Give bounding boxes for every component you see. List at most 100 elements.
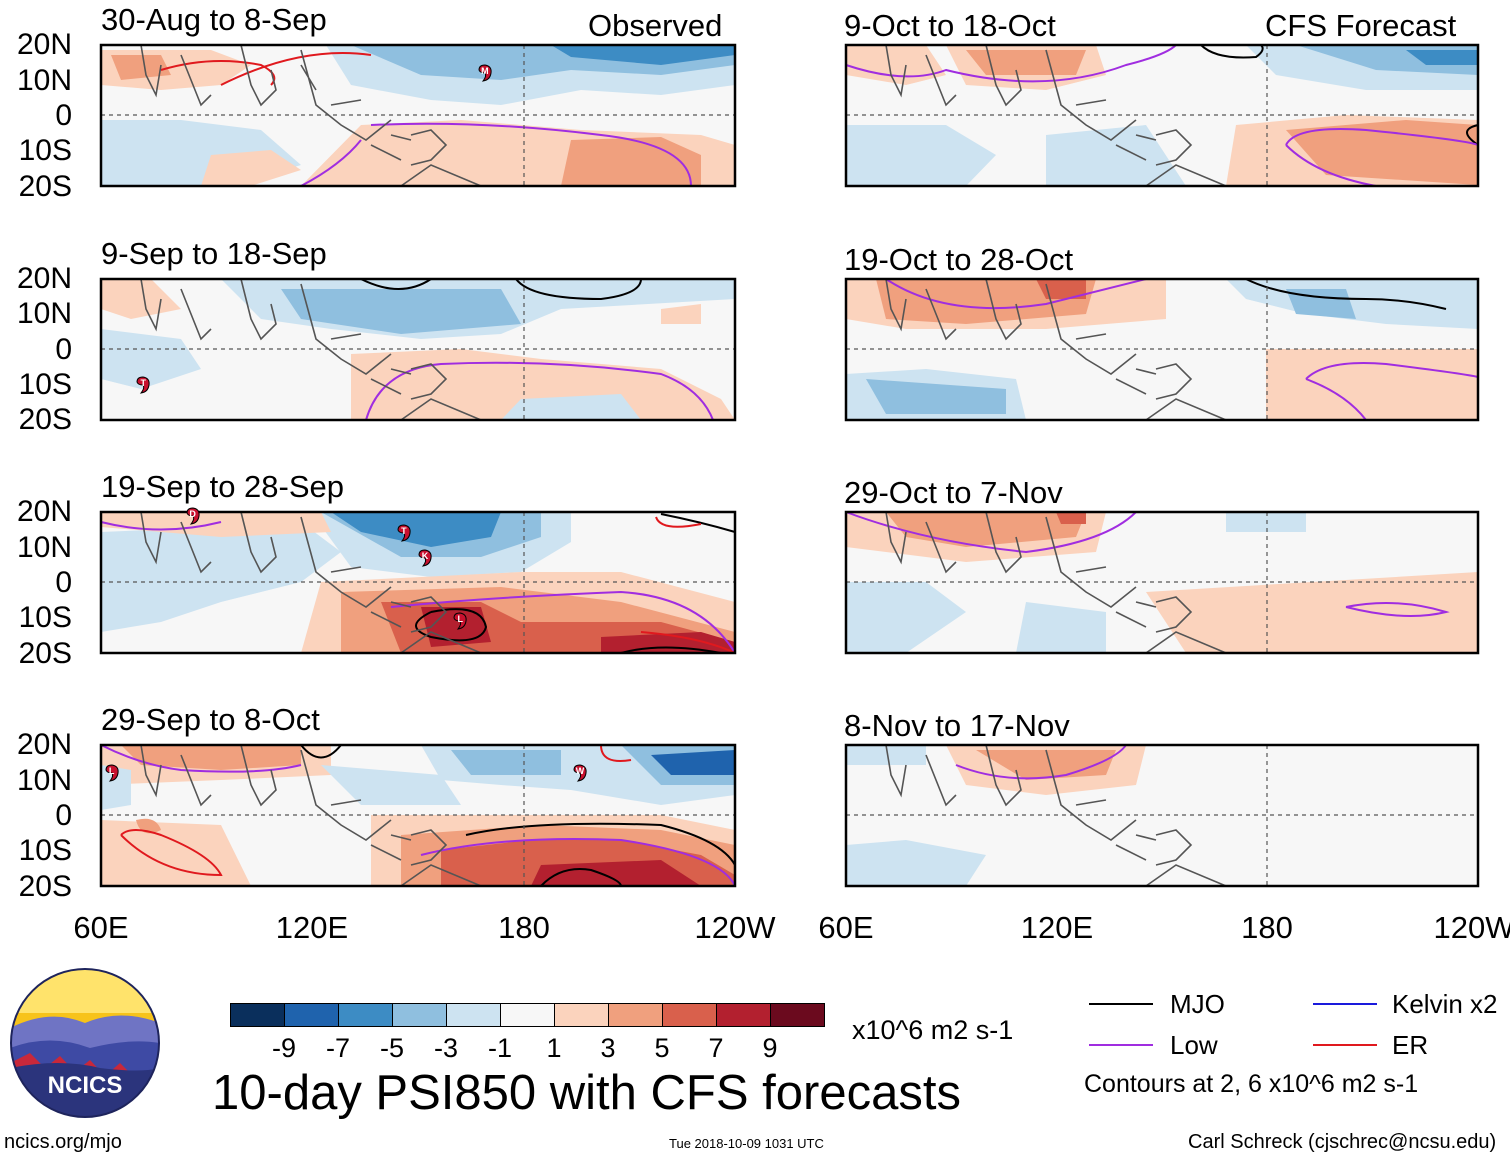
colorbar-swatch [284, 1003, 339, 1027]
y-label: 20S [18, 637, 72, 670]
y-label: 0 [55, 333, 72, 366]
y-label: 10N [16, 64, 72, 97]
legend-line-mjo [1089, 1003, 1153, 1005]
coastline [885, 511, 1227, 654]
panel-title-obs-2: 9-Sep to 18-Sep [101, 236, 327, 271]
panel-title-fcst-2: 19-Oct to 28-Oct [844, 242, 1074, 277]
coastline [140, 44, 482, 187]
map-panel-fcst-2 [844, 277, 1480, 422]
y-label: 20S [18, 403, 72, 436]
colorbar-swatch [554, 1003, 609, 1027]
panel-title-obs-1: 30-Aug to 8-Sep [101, 2, 327, 37]
storm-marker-letter: W [575, 766, 585, 777]
colorbar-swatch [500, 1003, 555, 1027]
observed-label: Observed [588, 8, 723, 43]
legend-line-kelvin [1313, 1003, 1377, 1005]
coastline [140, 744, 482, 887]
storm-marker-icon: T [396, 524, 412, 542]
y-label: 20N [16, 728, 72, 761]
colorbar-tick-label: 9 [762, 1033, 778, 1063]
coastline [140, 278, 482, 421]
y-label: 0 [55, 566, 72, 599]
x-label: 180 [1241, 910, 1293, 945]
y-label: 10S [18, 601, 72, 634]
map-panel-obs-2 [99, 277, 737, 422]
storm-marker-icon: W [572, 764, 588, 782]
coastline [140, 511, 482, 654]
y-label: 20N [16, 495, 72, 528]
legend-label-mjo: MJO [1170, 989, 1225, 1019]
colorbar-swatch [338, 1003, 393, 1027]
coastline [885, 278, 1227, 421]
panel-title-fcst-1: 9-Oct to 18-Oct [844, 8, 1056, 43]
storm-marker-icon: D [185, 507, 201, 525]
panel-title-fcst-3: 29-Oct to 7-Nov [844, 475, 1063, 510]
legend-label-er: ER [1392, 1030, 1429, 1060]
footer-url[interactable]: ncics.org/mjo [4, 1131, 122, 1153]
colorbar-tick-label: -9 [271, 1033, 297, 1063]
colorbar-tick-label: 5 [654, 1033, 670, 1063]
colorbar-tick-label: -7 [325, 1033, 351, 1063]
x-label: 120E [275, 910, 349, 945]
y-label: 20N [16, 262, 72, 295]
colorbar-tick-label: -5 [379, 1033, 405, 1063]
colorbar-swatch [230, 1003, 285, 1027]
colorbar-tick-label: 1 [546, 1033, 562, 1063]
map-panel-obs-4 [99, 743, 737, 888]
storm-marker-icon: L [452, 612, 468, 630]
map-panel-fcst-4 [844, 743, 1480, 888]
colorbar-units: x10^6 m2 s-1 [852, 1015, 1014, 1045]
y-label: 20S [18, 170, 72, 203]
storm-marker-letter: T [140, 377, 147, 388]
x-label: 60E [818, 910, 874, 945]
map-panel-obs-3 [99, 510, 737, 655]
storm-marker-letter: L [457, 614, 464, 625]
legend-label-low: Low [1170, 1030, 1218, 1060]
footer-timestamp: Tue 2018-10-09 1031 UTC [669, 1136, 824, 1151]
main-title: 10-day PSI850 with CFS forecasts [212, 1066, 961, 1120]
y-label: 20N [16, 28, 72, 61]
x-label: 120W [1433, 910, 1510, 945]
colorbar-swatch [608, 1003, 663, 1027]
y-label: 10N [16, 531, 72, 564]
map-panel-fcst-1 [844, 43, 1480, 188]
panel-title-obs-4: 29-Sep to 8-Oct [101, 702, 320, 737]
y-label: 20S [18, 870, 72, 903]
storm-marker-icon: T [135, 376, 151, 394]
coastline [885, 44, 1227, 187]
y-label: 10N [16, 297, 72, 330]
y-label: 10S [18, 834, 72, 867]
colorbar-tick-label: -3 [433, 1033, 459, 1063]
storm-marker-letter: L [108, 766, 115, 777]
panel-title-obs-3: 19-Sep to 28-Sep [101, 469, 345, 504]
storm-marker-letter: T [401, 526, 407, 537]
map-panel-obs-1 [99, 43, 737, 188]
legend-line-er [1313, 1044, 1377, 1046]
x-label: 180 [498, 910, 550, 945]
storm-marker-letter: D [189, 508, 196, 519]
colorbar-tick-label: -1 [487, 1033, 513, 1063]
colorbar-tick-label: 3 [600, 1033, 616, 1063]
colorbar-swatch [716, 1003, 771, 1027]
map-panel-fcst-3 [844, 510, 1480, 655]
legend-label-kelvin: Kelvin x2 [1392, 989, 1498, 1019]
colorbar-tick-label: 7 [708, 1033, 724, 1063]
x-label: 60E [73, 910, 129, 945]
colorbar-swatch [662, 1003, 717, 1027]
storm-marker-icon: M [477, 64, 493, 82]
y-label: 10S [18, 368, 72, 401]
storm-marker-letter: K [421, 550, 429, 561]
storm-marker-letter: M [481, 66, 489, 77]
x-label: 120W [694, 910, 776, 945]
panel-title-fcst-4: 8-Nov to 17-Nov [844, 708, 1070, 743]
legend-line-low [1089, 1044, 1153, 1046]
colorbar-swatch [770, 1003, 825, 1027]
contours-note: Contours at 2, 6 x10^6 m2 s-1 [1084, 1070, 1419, 1098]
y-label: 10S [18, 134, 72, 167]
ncics-logo: NCICS [10, 968, 160, 1118]
y-label: 10N [16, 764, 72, 797]
y-label: 0 [55, 99, 72, 132]
y-label: 0 [55, 799, 72, 832]
x-label: 120E [1020, 910, 1094, 945]
storm-marker-icon: K [417, 549, 433, 567]
